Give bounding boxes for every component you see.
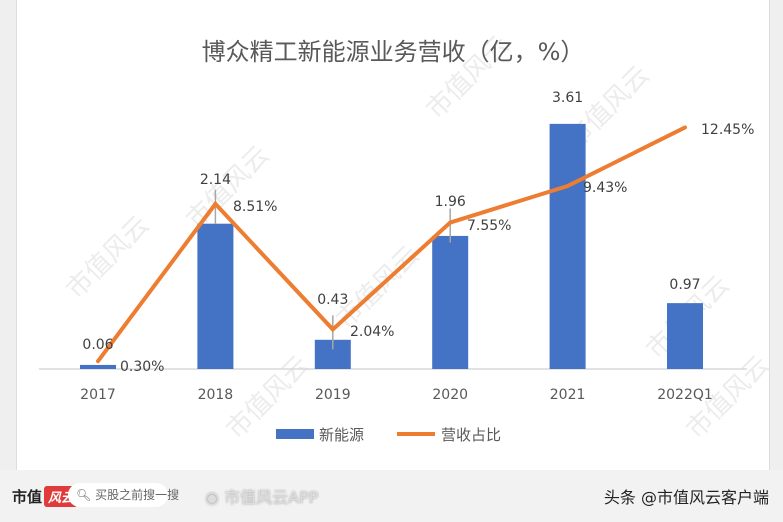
search-placeholder: 买股之前搜一搜 [95,488,180,502]
bar [549,123,586,369]
watermark: 市值风云 [61,210,156,305]
bar-data-label: 2.14 [200,172,231,188]
bar [432,235,469,369]
x-tick-label: 2017 [80,387,116,403]
footer: 市值 风云 🔍︎ 买股之前搜一搜 ◉ 市值风云APP 头条 @市值风云客户端 [0,470,783,522]
line-data-label: 0.30% [120,359,164,375]
x-tick-label: 2022Q1 [657,387,713,403]
line-data-label: 7.55% [467,218,511,234]
bar-data-label: 0.97 [669,277,700,293]
bar [667,303,703,369]
bar [197,223,234,369]
weibo-icon: ◉ [205,488,219,507]
x-tick-label: 2021 [550,387,586,403]
legend-line-label: 营收占比 [441,426,501,444]
weibo-watermark: ◉ 市值风云APP [205,484,318,508]
legend-bar-label: 新能源 [319,426,364,444]
chart-title: 博众精工新能源业务营收（亿，%） [202,38,585,66]
weibo-text: 市值风云APP [224,488,319,507]
bar-data-label: 0.43 [317,292,348,308]
search-input[interactable]: 🔍︎ 买股之前搜一搜 [68,483,179,507]
line-series [96,125,687,364]
search-icon: 🔍︎ [76,488,92,502]
chart-panel: 市值风云市值风云市值风云市值风云市值风云市值风云市值风云市值风云博众精工新能源业… [16,0,770,470]
line-data-label: 9.43% [583,180,627,196]
x-tick-label: 2020 [432,387,468,403]
bar-data-label: 3.61 [552,90,583,106]
brand-text: 市值 [12,488,43,506]
line-data-label: 2.04% [350,324,394,340]
toutiao-credit: 头条 @市值风云客户端 [603,488,769,507]
bar-data-label: 1.96 [435,194,466,210]
x-tick-label: 2018 [198,387,234,403]
bar-data-label: 0.06 [82,337,113,353]
line-data-label: 8.51% [233,199,277,215]
chart: 市值风云市值风云市值风云市值风云市值风云市值风云市值风云市值风云博众精工新能源业… [39,30,769,445]
legend-bar-swatch [276,429,314,439]
x-tick-label: 2019 [315,387,351,403]
bar [80,364,116,369]
line-data-label: 12.45% [701,122,754,138]
